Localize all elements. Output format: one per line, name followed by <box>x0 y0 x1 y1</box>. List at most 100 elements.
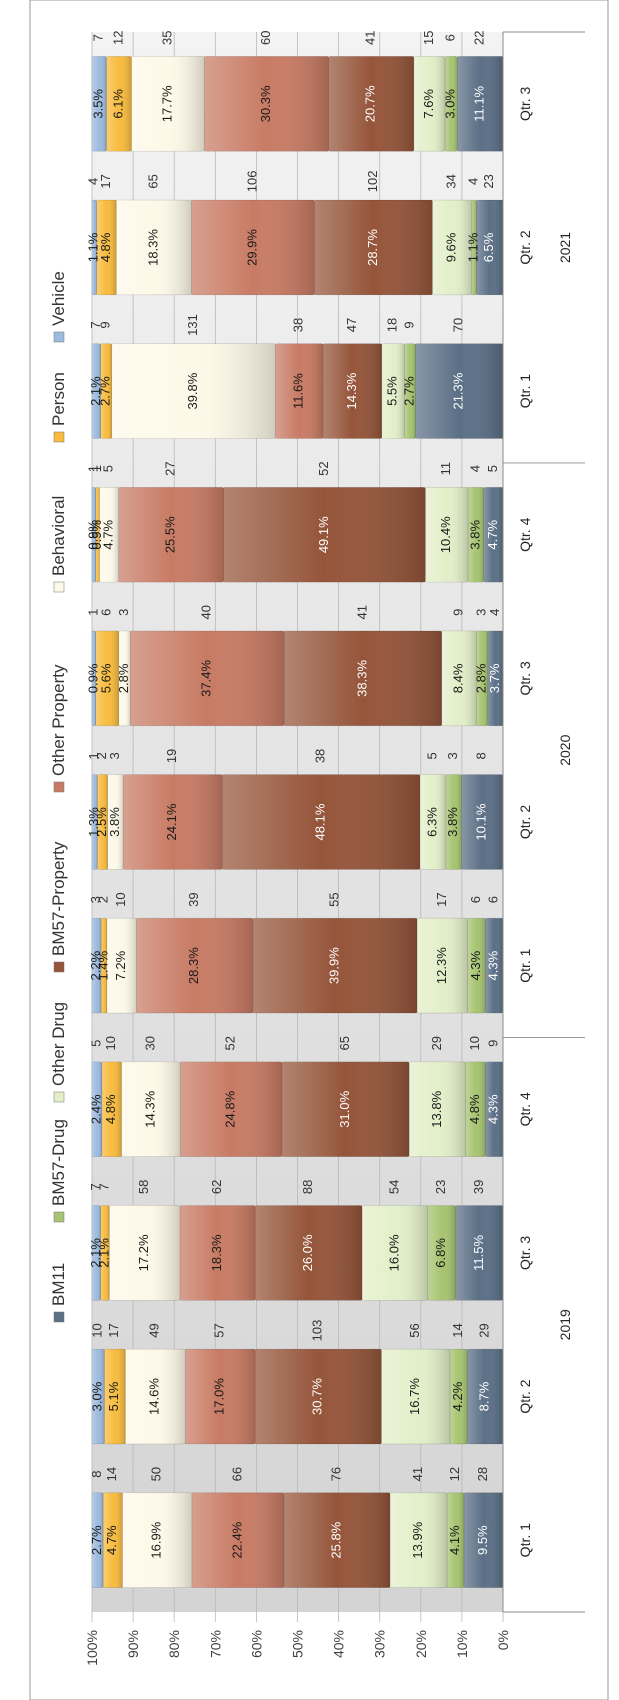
bar-segment <box>457 56 504 152</box>
segment-count-label: 7 <box>88 321 103 328</box>
legend-label: BM57-Drug <box>49 1119 68 1206</box>
bar-segment <box>129 630 285 727</box>
segment-count-label: 8 <box>474 752 489 759</box>
segment-percent-label: 11.1% <box>472 85 487 121</box>
bar-segment <box>179 1205 256 1301</box>
bar-segment <box>91 1348 105 1445</box>
segment-count-label: 35 <box>159 31 174 45</box>
segment-percent-label: 26.0% <box>300 1234 315 1271</box>
segment-count-label: 1 <box>86 752 101 759</box>
segment-count-label: 65 <box>145 174 160 188</box>
bar-segment <box>467 487 484 583</box>
y-tick-label: 40% <box>331 1630 347 1658</box>
segment-count-label: 5 <box>88 1040 103 1047</box>
legend: BM11 BM57-Drug Other Drug BM57-Property Othe… <box>49 271 68 1323</box>
segment-percent-label: 2.1% <box>96 1238 111 1268</box>
bar-segment <box>91 343 101 439</box>
group-label: 2021 <box>557 232 573 263</box>
bar-segment <box>121 1061 181 1157</box>
segment-count-label: 9 <box>98 321 113 328</box>
legend-label: Vehicle <box>49 271 68 326</box>
count-labels-layer: 2812417666501482914561035749171039235488… <box>85 31 502 1482</box>
segment-percent-label: 1.1% <box>465 232 480 262</box>
segment-percent-label: 6.5% <box>481 232 496 262</box>
segment-percent-label: 22.4% <box>229 1521 244 1558</box>
segment-percent-label: 3.0% <box>443 89 458 119</box>
segment-count-label: 18 <box>384 318 399 332</box>
bar-segment <box>115 199 192 296</box>
bar-segment <box>475 199 504 296</box>
bar-segment <box>361 1205 429 1301</box>
category-label: Qtr. 2 <box>517 1379 533 1413</box>
segment-count-label: 1 <box>85 465 100 472</box>
segment-percent-label: 6.8% <box>433 1238 448 1268</box>
segment-percent-label: 1.3% <box>86 807 101 837</box>
segment-percent-label: 4.1% <box>447 1525 462 1555</box>
segment-percent-label: 11.6% <box>291 373 306 409</box>
segment-count-label: 66 <box>229 1467 244 1481</box>
segment-count-label: 5 <box>485 465 500 472</box>
bar-segment <box>413 56 446 152</box>
bar-segment <box>96 199 117 296</box>
bar-segment <box>322 343 383 439</box>
bar-segment <box>122 1492 193 1588</box>
segment-percent-label: 7.6% <box>421 89 436 119</box>
y-tick-label: 10% <box>454 1630 470 1658</box>
legend-swatch <box>53 1091 65 1103</box>
segment-percent-label: 2.1% <box>88 376 103 406</box>
bar-segment <box>111 343 276 439</box>
legend-item: BM11 <box>49 1263 68 1323</box>
category-label: Qtr. 1 <box>517 948 533 982</box>
segment-count-label: 8 <box>89 1470 104 1477</box>
legend-label: BM57-Property <box>49 841 68 956</box>
segment-percent-label: 2.7% <box>401 376 416 406</box>
segment-percent-label: 10.4% <box>438 516 453 553</box>
legend-swatch <box>53 1311 65 1323</box>
segment-percent-label: 4.3% <box>468 950 483 980</box>
bar-segment <box>281 1061 410 1157</box>
segment-count-label: 103 <box>310 1320 325 1342</box>
segment-count-label: 2 <box>95 896 110 903</box>
bar-segment <box>124 1348 186 1445</box>
bar-segment <box>466 1348 504 1445</box>
segment-percent-label: 4.7% <box>100 519 115 549</box>
segment-count-label: 1 <box>85 609 100 616</box>
bar-segment <box>467 917 486 1014</box>
segment-count-label: 3 <box>445 752 460 759</box>
bar-segment <box>106 917 137 1014</box>
bar-segment <box>455 1205 504 1301</box>
segment-percent-label: 0.9% <box>89 519 104 549</box>
y-tick-label: 80% <box>166 1630 182 1658</box>
bar-segment <box>97 774 108 870</box>
bar-segment <box>184 1348 256 1445</box>
segment-count-label: 50 <box>149 1467 164 1481</box>
legend-swatch <box>53 331 65 343</box>
segment-percent-label: 24.1% <box>164 803 179 840</box>
segment-percent-label: 11.5% <box>471 1235 486 1271</box>
bar-segment <box>475 630 489 727</box>
segment-percent-label: 18.3% <box>209 1234 224 1271</box>
segment-percent-label: 8.7% <box>477 1381 492 1411</box>
legend-label: Behavioral <box>49 496 68 576</box>
bar-segment <box>487 630 504 727</box>
segment-percent-label: 2.7% <box>98 376 113 406</box>
y-tick-label: 20% <box>413 1630 429 1658</box>
segment-percent-label: 4.3% <box>486 950 501 980</box>
segment-count-label: 39 <box>471 1180 486 1194</box>
segment-count-label: 38 <box>291 318 306 332</box>
segment-count-label: 52 <box>316 461 331 475</box>
bar-segment <box>104 1348 126 1445</box>
segment-percent-label: 39.8% <box>185 372 200 409</box>
bar-segment <box>485 917 504 1014</box>
segment-percent-label: 14.3% <box>142 1090 157 1127</box>
segment-percent-label: 28.3% <box>186 947 201 984</box>
legend-label: Other Property <box>49 664 68 776</box>
segment-percent-label: 31.0% <box>337 1090 352 1127</box>
segment-count-label: 3 <box>107 752 122 759</box>
segment-count-label: 17 <box>106 1323 121 1337</box>
segment-count-label: 4 <box>465 178 480 185</box>
segment-count-label: 7 <box>91 34 106 41</box>
category-label: Qtr. 3 <box>517 661 533 695</box>
bar-segment <box>91 1061 103 1157</box>
